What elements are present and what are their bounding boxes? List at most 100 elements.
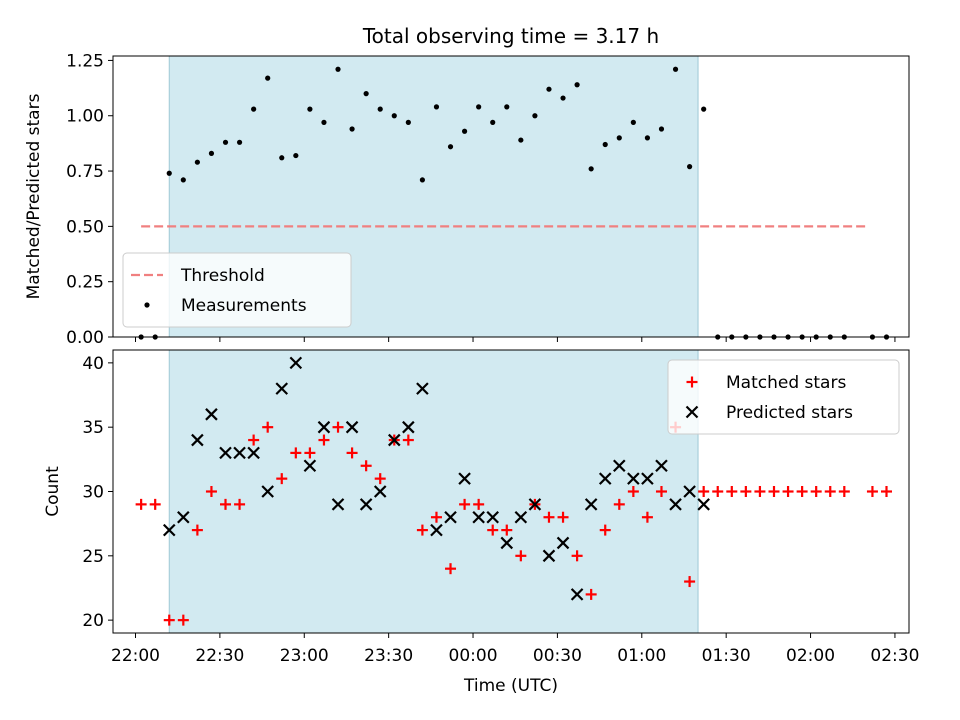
data-point bbox=[331, 498, 345, 511]
data-point bbox=[570, 588, 584, 601]
x-tick-label: 02:00 bbox=[786, 646, 835, 666]
data-point bbox=[504, 104, 510, 110]
ratio-panel: 0.00 0.25 0.50 0.75 1.00 1.25 Matched/Predicte… bbox=[24, 51, 910, 348]
data-point bbox=[571, 550, 583, 562]
data-point bbox=[430, 511, 442, 523]
data-point bbox=[163, 614, 175, 626]
data-point bbox=[219, 446, 232, 460]
data-point bbox=[698, 486, 710, 497]
data-point bbox=[251, 106, 257, 112]
observing-window bbox=[168, 349, 699, 634]
y-axis-label: Matched/Predicted stars bbox=[24, 93, 44, 299]
data-point bbox=[445, 563, 457, 575]
data-point bbox=[275, 382, 289, 395]
data-point bbox=[304, 447, 316, 459]
data-point bbox=[247, 446, 260, 460]
data-point bbox=[557, 511, 569, 523]
data-point bbox=[697, 498, 710, 511]
data-point bbox=[373, 485, 387, 498]
data-point bbox=[546, 86, 552, 92]
data-point bbox=[644, 135, 651, 141]
data-point bbox=[838, 486, 850, 497]
data-point bbox=[655, 459, 668, 473]
data-point bbox=[262, 421, 274, 433]
chart-title: Total observing time = 3.17 h bbox=[362, 24, 659, 48]
data-point bbox=[487, 524, 499, 536]
data-point bbox=[556, 536, 570, 550]
x-tick-label: 22:00 bbox=[111, 646, 160, 666]
data-point bbox=[276, 473, 288, 485]
data-point bbox=[740, 486, 752, 497]
legend-marker bbox=[685, 405, 699, 419]
data-point bbox=[613, 459, 626, 473]
legend-box bbox=[122, 252, 352, 328]
data-point bbox=[532, 113, 538, 119]
data-point bbox=[135, 498, 147, 510]
data-point bbox=[307, 106, 313, 112]
data-point bbox=[627, 472, 640, 485]
data-point bbox=[222, 139, 229, 145]
data-point bbox=[166, 170, 172, 176]
legend-marker bbox=[686, 376, 698, 388]
data-point bbox=[447, 144, 454, 150]
data-point bbox=[490, 119, 496, 125]
data-point bbox=[655, 486, 667, 497]
data-point bbox=[627, 486, 639, 497]
data-point bbox=[248, 434, 260, 446]
data-point bbox=[279, 155, 285, 161]
x-tick-label: 22:30 bbox=[195, 646, 244, 666]
y-tick-label: 35 bbox=[82, 418, 104, 438]
data-point bbox=[768, 486, 780, 497]
data-point bbox=[588, 166, 594, 172]
data-point bbox=[405, 119, 411, 125]
data-point bbox=[335, 66, 341, 72]
data-point bbox=[810, 486, 822, 497]
data-point bbox=[265, 75, 271, 81]
data-point bbox=[162, 523, 176, 537]
y-tick-label: 0.00 bbox=[66, 328, 104, 348]
legend-label: Predicted stars bbox=[726, 403, 853, 423]
data-point bbox=[191, 433, 204, 447]
data-point bbox=[391, 113, 397, 119]
x-tick-label: 01:00 bbox=[617, 646, 666, 666]
data-point bbox=[461, 128, 468, 134]
data-point bbox=[194, 159, 200, 165]
count-panel: 20 25 30 35 40 Count 22:00 22:30 23:00 23:30 00:00… bbox=[43, 349, 919, 666]
x-tick-label: 23:30 bbox=[364, 646, 413, 666]
data-point bbox=[501, 524, 513, 536]
data-point bbox=[543, 511, 555, 523]
data-point bbox=[754, 486, 766, 497]
data-point bbox=[602, 141, 608, 148]
data-point bbox=[701, 106, 707, 112]
y-tick-label: 0.75 bbox=[66, 162, 104, 182]
data-point bbox=[377, 106, 383, 112]
data-point bbox=[208, 150, 215, 156]
data-point bbox=[560, 95, 566, 101]
data-point bbox=[349, 126, 355, 132]
data-point bbox=[416, 382, 429, 395]
data-point bbox=[476, 104, 482, 110]
data-point bbox=[433, 104, 440, 110]
data-point bbox=[515, 550, 527, 562]
data-point bbox=[500, 536, 514, 550]
x-tick-label: 01:30 bbox=[702, 646, 751, 666]
data-point bbox=[880, 486, 892, 497]
data-point bbox=[289, 356, 303, 370]
legend-marker bbox=[144, 302, 150, 308]
data-point bbox=[613, 498, 625, 510]
data-point bbox=[616, 135, 622, 141]
y-tick-label: 25 bbox=[82, 547, 104, 567]
data-point bbox=[261, 485, 274, 498]
data-point bbox=[220, 498, 232, 510]
data-point bbox=[317, 420, 331, 434]
legend-label: Threshold bbox=[180, 266, 265, 286]
x-tick-label: 00:30 bbox=[533, 646, 582, 666]
data-point bbox=[782, 486, 794, 497]
y-tick-label: 20 bbox=[82, 611, 104, 631]
data-point bbox=[293, 152, 299, 159]
y-tick-label: 1.25 bbox=[66, 51, 104, 71]
legend-label: Matched stars bbox=[726, 373, 846, 393]
y-axis-label: Count bbox=[43, 466, 63, 517]
data-point bbox=[387, 433, 401, 447]
